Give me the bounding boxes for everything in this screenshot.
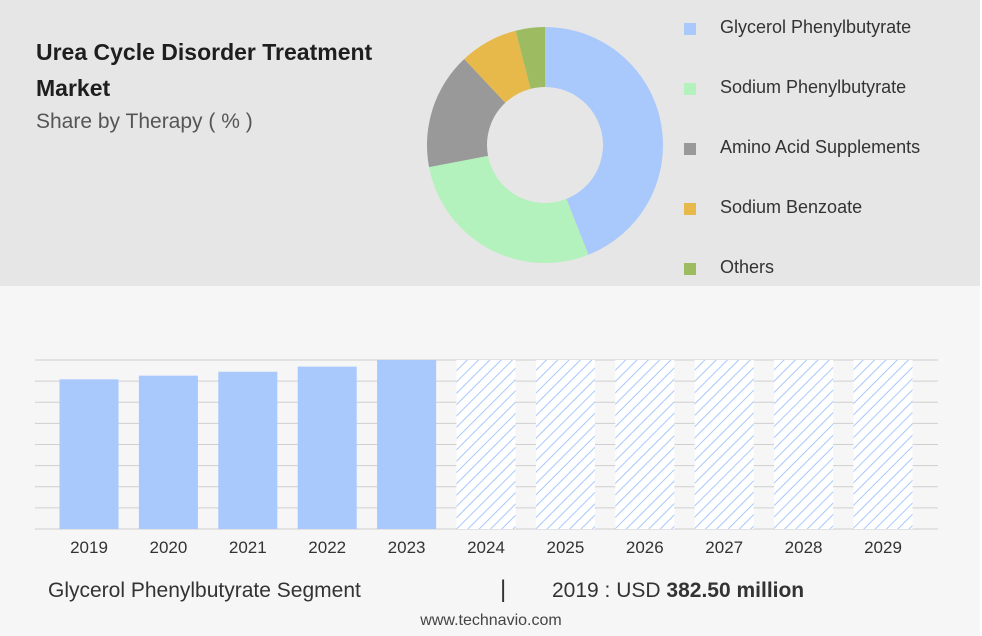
- segment-value-text: 382.50 million: [666, 579, 805, 602]
- forecast-bar-2026: [615, 360, 675, 529]
- forecast-bar-2028: [774, 360, 834, 529]
- donut-slice-glycerol-phenylbutyrate: [545, 27, 663, 255]
- chart-title: Urea Cycle Disorder Treatment Market: [36, 39, 373, 101]
- legend-swatch: [684, 143, 696, 155]
- donut-slice-others: [515, 27, 545, 89]
- x-tick-label: 2027: [705, 538, 743, 557]
- legend-label: Sodium Phenylbutyrate: [720, 77, 907, 97]
- forecast-bar-2027: [694, 360, 754, 529]
- legend-label: Sodium Benzoate: [720, 197, 863, 217]
- source-credit: www.technavio.com: [420, 612, 562, 629]
- legend-label: Amino Acid Supplements: [720, 137, 921, 157]
- x-tick-label: 2021: [229, 538, 267, 557]
- x-tick-label: 2024: [467, 538, 505, 557]
- legend-swatch: [684, 263, 696, 275]
- x-tick-label: 2019: [70, 538, 108, 557]
- forecast-bar-2029: [853, 360, 913, 529]
- segment-year-text: 2019 : USD: [552, 579, 661, 602]
- bar-chart: 2019 2020 2021 2022 2023 2024 2025 2026 2027 2028…: [35, 359, 938, 557]
- legend-swatch: [684, 83, 696, 95]
- legend-swatch: [684, 203, 696, 215]
- forecast-bar-2025: [535, 360, 595, 529]
- bar-2023: [377, 360, 437, 529]
- legend-item: Others: [684, 258, 970, 277]
- x-tick-label: 2026: [626, 538, 664, 557]
- legend-item: Glycerol Phenylbutyrate: [684, 18, 970, 37]
- x-tick-label: 2023: [388, 538, 426, 557]
- footer-divider: |: [500, 576, 507, 603]
- bar-2019: [59, 379, 119, 529]
- forecast-bar-2024: [456, 360, 516, 529]
- x-tick-label: 2029: [864, 538, 902, 557]
- legend-label: Others: [720, 257, 775, 277]
- x-tick-label: 2020: [149, 538, 187, 557]
- donut-slice-sodium-benzoate: [464, 30, 531, 103]
- legend-item: Amino Acid Supplements: [684, 138, 970, 157]
- donut-legend: Glycerol Phenylbutyrate Sodium Phenylbuty…: [684, 0, 980, 286]
- donut-slice-sodium-phenylbutyrate: [429, 155, 589, 263]
- x-tick-label: 2028: [785, 538, 823, 557]
- legend-item: Sodium Benzoate: [684, 198, 970, 217]
- bar-2020: [138, 375, 198, 529]
- chart-subtitle: Share by Therapy ( % ): [36, 110, 253, 133]
- donut-chart: [427, 27, 663, 263]
- x-tick-label: 2025: [546, 538, 584, 557]
- segment-value: 2019 : USD 382.50 million: [552, 579, 804, 603]
- legend-label: Glycerol Phenylbutyrate: [720, 17, 912, 37]
- x-tick-label: 2022: [308, 538, 346, 557]
- bar-2021: [218, 371, 278, 529]
- legend-swatch: [684, 23, 696, 35]
- donut-slice-amino-acid-supplements: [427, 58, 506, 168]
- segment-label: Glycerol Phenylbutyrate Segment: [48, 579, 361, 602]
- bar-2022: [297, 366, 357, 529]
- legend-item: Sodium Phenylbutyrate: [684, 78, 970, 97]
